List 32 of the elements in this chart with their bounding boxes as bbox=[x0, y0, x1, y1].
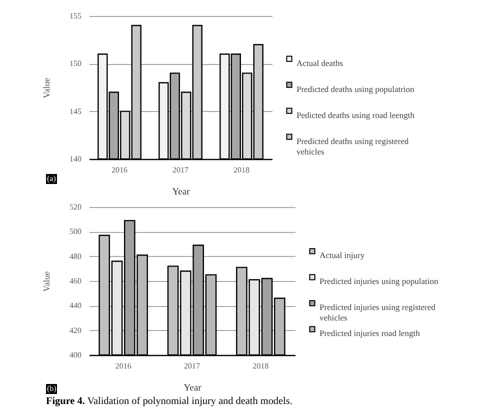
y-axis-title: Value bbox=[42, 78, 52, 98]
legend-label: Predicted deaths using populatrion bbox=[296, 84, 416, 94]
x-axis-title: Year bbox=[172, 188, 191, 198]
y-tick-label: 140 bbox=[70, 154, 82, 164]
legend-label: Predicted deaths using registered vehicles bbox=[296, 136, 410, 156]
x-tick-label: 2016 bbox=[115, 362, 132, 370]
y-tick-label: 520 bbox=[70, 202, 82, 212]
x-axis-title: Year bbox=[184, 384, 202, 394]
x-tick-label: 2017 bbox=[184, 362, 200, 370]
x-tick-label: 2017 bbox=[172, 166, 188, 174]
x-tick-label: 2016 bbox=[112, 166, 128, 174]
y-tick-label: 155 bbox=[70, 12, 82, 20]
legend-label: Predicted injuries using population bbox=[320, 276, 439, 286]
x-tick-label: 2018 bbox=[252, 362, 269, 370]
text: (a) bbox=[46, 174, 57, 184]
x-tick-label: 2018 bbox=[234, 166, 250, 174]
y-tick-label: 480 bbox=[70, 252, 82, 261]
legend-label: Predicted injuries using registered vehicles bbox=[320, 302, 436, 323]
y-axis-title: Value bbox=[42, 271, 52, 292]
y-tick-label: 460 bbox=[70, 276, 82, 286]
text: (b) bbox=[46, 384, 58, 394]
y-tick-label: 145 bbox=[70, 106, 82, 116]
caption: Figure 4. Validation of polynomial injury and death models. bbox=[46, 396, 292, 407]
legend-label: Actual injury bbox=[320, 250, 366, 260]
legend-label: Pedicted deaths using road leength bbox=[296, 110, 416, 120]
legend-label: Actual deaths bbox=[296, 58, 343, 68]
y-tick-label: 500 bbox=[70, 227, 82, 236]
y-tick-label: 150 bbox=[70, 59, 82, 68]
y-tick-label: 400 bbox=[70, 350, 82, 360]
y-tick-label: 420 bbox=[70, 326, 82, 335]
y-tick-label: 440 bbox=[70, 301, 82, 310]
legend-label: Predicted injuries road length bbox=[320, 328, 421, 338]
